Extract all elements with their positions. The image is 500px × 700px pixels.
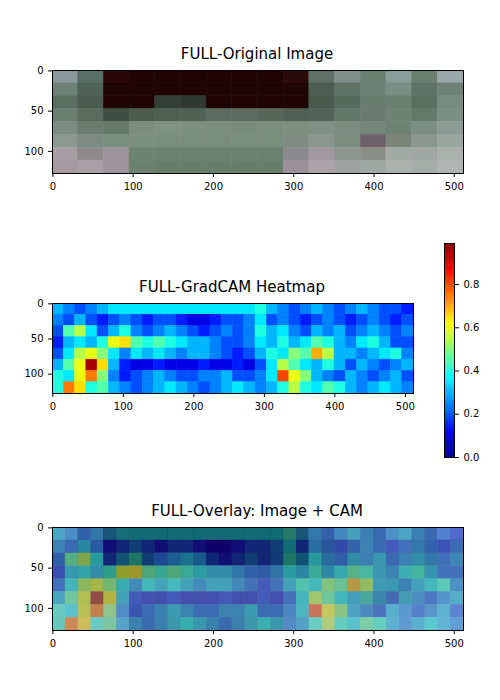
svg-text:0: 0 (37, 522, 43, 533)
html-text:FULL-GradCAM Heatmap: FULL-GradCAM Heatmap (139, 278, 325, 296)
svg-text:100: 100 (24, 146, 43, 157)
svg-text:0: 0 (37, 65, 43, 76)
svg-text:0.6: 0.6 (464, 322, 480, 333)
svg-text:100: 100 (124, 181, 143, 192)
svg-text:50: 50 (31, 105, 44, 116)
svg-text:300: 300 (255, 401, 274, 412)
svg-text:50: 50 (31, 562, 44, 573)
svg-text:500: 500 (445, 638, 464, 649)
svg-text:500: 500 (396, 401, 415, 412)
svg-text:300: 300 (284, 638, 303, 649)
svg-text:0.0: 0.0 (464, 452, 480, 463)
svg-text:50: 50 (31, 333, 44, 344)
svg-text:500: 500 (445, 181, 464, 192)
svg-text:400: 400 (364, 638, 383, 649)
svg-text:100: 100 (24, 368, 43, 379)
svg-text:100: 100 (114, 401, 133, 412)
svg-text:0: 0 (50, 638, 56, 649)
svg-text:0: 0 (50, 401, 56, 412)
svg-text:400: 400 (325, 401, 344, 412)
svg-text:0.2: 0.2 (464, 408, 480, 419)
svg-text:0: 0 (37, 298, 43, 309)
html-text:FULL-Overlay: Image + CAM: FULL-Overlay: Image + CAM (151, 502, 363, 520)
svg-text:400: 400 (364, 181, 383, 192)
svg-text:100: 100 (24, 603, 43, 614)
svg-text:200: 200 (184, 401, 203, 412)
svg-text:200: 200 (204, 638, 223, 649)
svg-text:300: 300 (284, 181, 303, 192)
svg-text:200: 200 (204, 181, 223, 192)
html-text:FULL-Original Image: FULL-Original Image (180, 45, 334, 63)
svg-text:0.8: 0.8 (464, 279, 480, 290)
svg-text:0.4: 0.4 (464, 365, 480, 376)
svg-text:100: 100 (124, 638, 143, 649)
svg-text:0: 0 (50, 181, 56, 192)
